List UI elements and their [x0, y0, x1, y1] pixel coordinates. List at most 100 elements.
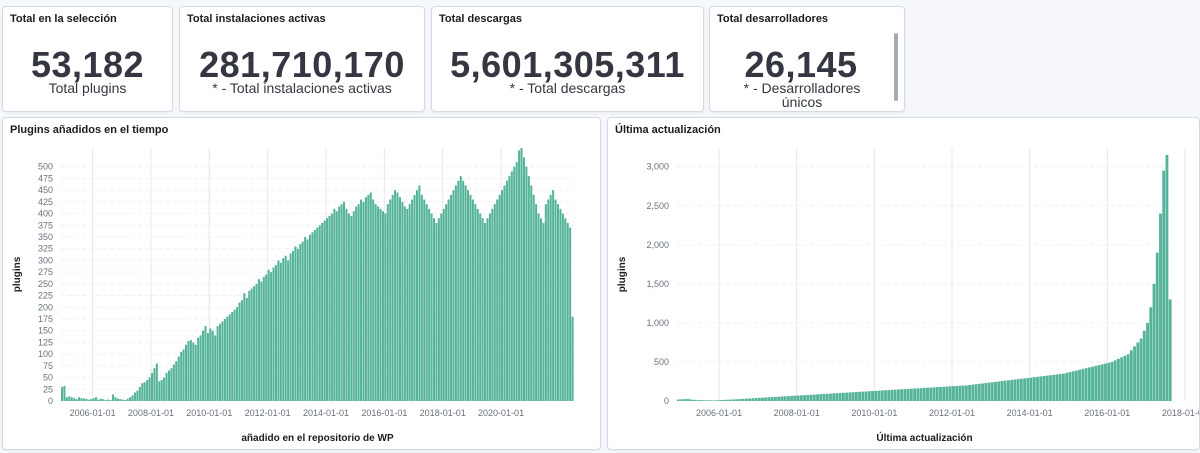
chart-bar[interactable]	[398, 197, 401, 401]
chart-bar[interactable]	[236, 307, 239, 401]
chart-bar[interactable]	[326, 218, 329, 401]
chart-bar[interactable]	[767, 397, 771, 401]
chart-bar[interactable]	[194, 344, 197, 401]
chart-bar[interactable]	[148, 377, 151, 401]
chart-bar[interactable]	[493, 204, 496, 401]
chart-bar[interactable]	[131, 395, 134, 401]
chart-bar[interactable]	[425, 204, 428, 401]
chart-bar[interactable]	[75, 399, 78, 401]
chart-bar[interactable]	[119, 399, 122, 401]
chart-bar[interactable]	[530, 185, 533, 401]
chart-bar[interactable]	[296, 248, 299, 401]
chart-bar[interactable]	[955, 386, 959, 401]
chart-bar[interactable]	[738, 399, 742, 401]
chart-bar[interactable]	[787, 396, 790, 401]
chart-bar[interactable]	[793, 395, 797, 401]
chart-bar[interactable]	[1110, 361, 1114, 401]
chart-bar[interactable]	[284, 255, 287, 401]
chart-bar[interactable]	[260, 281, 263, 401]
chart-bar[interactable]	[277, 260, 280, 401]
chart-bar[interactable]	[432, 218, 436, 401]
chart-bar[interactable]	[257, 279, 260, 401]
chart-bar[interactable]	[447, 199, 450, 401]
chart-bar[interactable]	[848, 392, 852, 401]
chart-bar[interactable]	[984, 383, 988, 401]
chart-bar[interactable]	[751, 398, 755, 401]
chart-bar[interactable]	[352, 211, 355, 401]
chart-bar[interactable]	[825, 393, 829, 401]
chart-bar[interactable]	[428, 208, 431, 401]
chart-bar[interactable]	[158, 381, 161, 401]
chart-bar[interactable]	[408, 204, 411, 401]
chart-bar[interactable]	[935, 387, 939, 401]
chart-bar[interactable]	[1133, 346, 1137, 401]
chart-bar[interactable]	[903, 389, 907, 401]
chart-bar[interactable]	[360, 199, 363, 401]
chart-bar[interactable]	[508, 176, 511, 401]
chart-bar[interactable]	[474, 204, 477, 401]
chart-bar[interactable]	[413, 194, 416, 401]
chart-bar[interactable]	[330, 213, 333, 401]
chart-bar[interactable]	[919, 388, 923, 401]
chart-bar[interactable]	[926, 387, 929, 401]
chart-bar[interactable]	[537, 213, 540, 401]
chart-bar[interactable]	[916, 388, 920, 401]
chart-bar[interactable]	[202, 330, 205, 401]
chart-bar[interactable]	[221, 321, 224, 401]
chart-bar[interactable]	[464, 185, 467, 401]
chart-bar[interactable]	[163, 377, 166, 401]
chart-bar[interactable]	[1152, 283, 1156, 401]
chart-bar[interactable]	[761, 397, 764, 401]
chart-bar[interactable]	[1049, 375, 1052, 401]
chart-bar[interactable]	[415, 190, 418, 401]
chart-bar[interactable]	[226, 316, 229, 401]
chart-bar[interactable]	[1123, 355, 1127, 401]
chart-bar[interactable]	[177, 356, 180, 401]
chart-bar[interactable]	[968, 384, 972, 401]
chart-bar[interactable]	[547, 199, 550, 401]
chart-bar[interactable]	[764, 397, 768, 401]
chart-bar[interactable]	[518, 150, 521, 401]
chart-bar[interactable]	[479, 213, 482, 401]
chart-bar[interactable]	[741, 398, 745, 401]
chart-bar[interactable]	[323, 220, 326, 401]
chart-bar[interactable]	[1052, 374, 1056, 401]
chart-bar[interactable]	[272, 267, 275, 401]
chart-bar[interactable]	[1010, 379, 1014, 401]
chart-bar[interactable]	[683, 399, 687, 401]
chart-bar[interactable]	[1003, 380, 1007, 401]
chart-bar[interactable]	[437, 218, 440, 401]
chart-bar[interactable]	[522, 157, 525, 401]
chart-bar[interactable]	[932, 387, 936, 401]
chart-bar[interactable]	[990, 382, 994, 401]
chart-bar[interactable]	[900, 389, 904, 401]
chart-bar[interactable]	[1058, 374, 1062, 401]
chart-bar[interactable]	[216, 326, 219, 401]
chart-bar[interactable]	[1084, 368, 1088, 401]
chart-bar[interactable]	[887, 390, 891, 401]
chart-bar[interactable]	[73, 398, 76, 401]
chart-bar[interactable]	[527, 176, 530, 401]
chart-bar[interactable]	[552, 190, 555, 401]
chart-bar[interactable]	[92, 398, 95, 401]
chart-bar[interactable]	[706, 400, 709, 401]
chart-bar[interactable]	[170, 368, 173, 401]
chart-bar[interactable]	[304, 237, 307, 401]
chart-bar[interactable]	[133, 392, 136, 401]
chart-bar[interactable]	[328, 215, 331, 401]
chart-bar[interactable]	[311, 232, 314, 401]
chart-bar[interactable]	[971, 384, 975, 401]
chart-bar[interactable]	[1071, 371, 1075, 401]
chart-bar[interactable]	[845, 392, 849, 401]
chart-bar[interactable]	[945, 386, 949, 401]
chart-bar[interactable]	[1155, 252, 1159, 401]
chart-bar[interactable]	[153, 368, 156, 401]
chart-bar[interactable]	[481, 218, 484, 401]
chart-bar[interactable]	[909, 388, 913, 401]
chart-bar[interactable]	[835, 393, 839, 401]
chart-bar[interactable]	[987, 382, 991, 401]
chart-bar[interactable]	[510, 171, 513, 401]
chart-bar[interactable]	[175, 361, 178, 401]
chart-bar[interactable]	[1045, 375, 1049, 401]
chart-bar[interactable]	[136, 390, 139, 401]
